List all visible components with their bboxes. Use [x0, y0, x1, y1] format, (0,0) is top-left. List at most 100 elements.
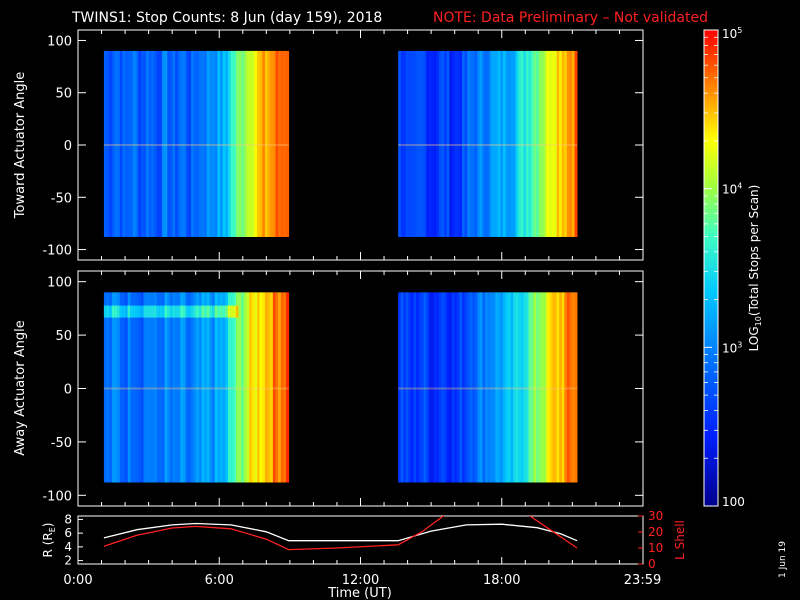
heatmap-column [523, 292, 527, 483]
heatmap-band [206, 305, 210, 318]
heatmap-band [114, 305, 118, 318]
heatmap-column [217, 50, 221, 237]
preliminary-note: NOTE: Data Preliminary – Not validated [433, 10, 708, 26]
heatmap-band [138, 305, 142, 318]
heatmap-column [135, 292, 139, 483]
heatmap-column [543, 292, 547, 483]
heatmap-column [492, 292, 496, 483]
heatmap-column [528, 50, 532, 237]
heatmap-column [525, 292, 529, 483]
run-date-stamp: 1 Jun 19 [778, 541, 788, 578]
heatmap-column [201, 292, 205, 483]
heatmap-column [449, 50, 453, 237]
heatmap-column [122, 292, 126, 483]
heatmap-column [159, 292, 163, 483]
heatmap-column [114, 292, 118, 483]
heatmap-column [257, 50, 261, 237]
heatmap-column [161, 292, 166, 483]
heatmap-column [188, 50, 192, 237]
heatmap-column [214, 50, 218, 237]
heatmap-column [410, 50, 414, 237]
colorbar-tick-label: 105 [722, 26, 742, 41]
heatmap-column [122, 50, 126, 237]
heatmap-column [146, 292, 150, 483]
heatmap-column [103, 292, 107, 483]
heatmap-column [462, 292, 466, 483]
heatmap-column [249, 292, 253, 483]
heatmap-band [233, 305, 237, 318]
zero-angle-line [103, 387, 289, 390]
lshell-axis-label: L Shell [673, 520, 687, 560]
colorbar-scale [703, 29, 719, 507]
time-tick-label: 23:59 [624, 573, 661, 588]
heatmap-column [230, 292, 234, 483]
heatmap-column [536, 50, 540, 237]
heatmap-column [502, 292, 506, 483]
heatmap-column [487, 50, 491, 237]
heatmap-column [259, 50, 263, 237]
heatmap-column [571, 292, 575, 483]
heatmap-column [283, 292, 287, 483]
heatmap-column [574, 292, 578, 483]
heatmap-column [528, 292, 532, 483]
heatmap-band [161, 305, 166, 318]
heatmap-band [204, 305, 208, 318]
heatmap-column [456, 292, 460, 483]
heatmap-band [125, 305, 129, 318]
heatmap-band [156, 305, 160, 318]
heatmap-column [533, 292, 537, 483]
heatmap-column [559, 50, 563, 237]
orbit-panel-frame [77, 515, 644, 565]
heatmap-band [212, 305, 216, 318]
heatmap-column [459, 292, 463, 483]
heatmap-column [130, 292, 134, 483]
heatmap-column [254, 292, 258, 483]
heatmap-column [117, 292, 121, 483]
heatmap-column [454, 292, 458, 483]
heatmap-column [546, 292, 550, 483]
heatmap-column [270, 292, 274, 483]
heatmap-column [188, 292, 192, 483]
heatmap-column [267, 50, 271, 237]
heatmap-column [183, 50, 187, 237]
heatmap-column [222, 50, 226, 237]
heatmap-column [423, 292, 427, 483]
heatmap-column [405, 292, 409, 483]
heatmap-column [428, 292, 432, 483]
heatmap-column [180, 292, 184, 483]
heatmap-column [283, 50, 287, 237]
heatmap-column [280, 50, 284, 237]
heatmap-column [502, 50, 506, 237]
heatmap-column [561, 292, 565, 483]
radius-axis-label: R (RE) [41, 523, 57, 558]
heatmap-band [143, 305, 147, 318]
heatmap-band [132, 305, 136, 318]
heatmap-column [169, 292, 173, 483]
heatmap-column [464, 50, 468, 237]
heatmap-column [169, 50, 173, 237]
heatmap-column [264, 292, 268, 483]
heatmap-band [188, 305, 192, 318]
heatmap-column [462, 50, 466, 237]
heatmap-column [159, 50, 163, 237]
heatmap-column [548, 50, 552, 237]
heatmap-column [257, 292, 261, 483]
heatmap-band [180, 305, 184, 318]
heatmap-column [220, 50, 224, 237]
heatmap-column [220, 292, 224, 483]
heatmap-column [125, 50, 129, 237]
heatmap-column [156, 50, 160, 237]
heatmap-column [272, 292, 276, 483]
heatmap-column [541, 50, 545, 237]
heatmap-column [146, 50, 150, 237]
heatmap-column [408, 292, 412, 483]
heatmap-column [235, 292, 239, 483]
heatmap-column [109, 50, 113, 237]
heatmap-column [251, 50, 255, 237]
radius-tick-label: 4 [64, 540, 72, 554]
away-y-axis-label: Away Actuator Angle [13, 320, 28, 455]
heatmap-column [513, 292, 517, 483]
heatmap-column [241, 292, 245, 483]
heatmap-column [477, 50, 481, 237]
